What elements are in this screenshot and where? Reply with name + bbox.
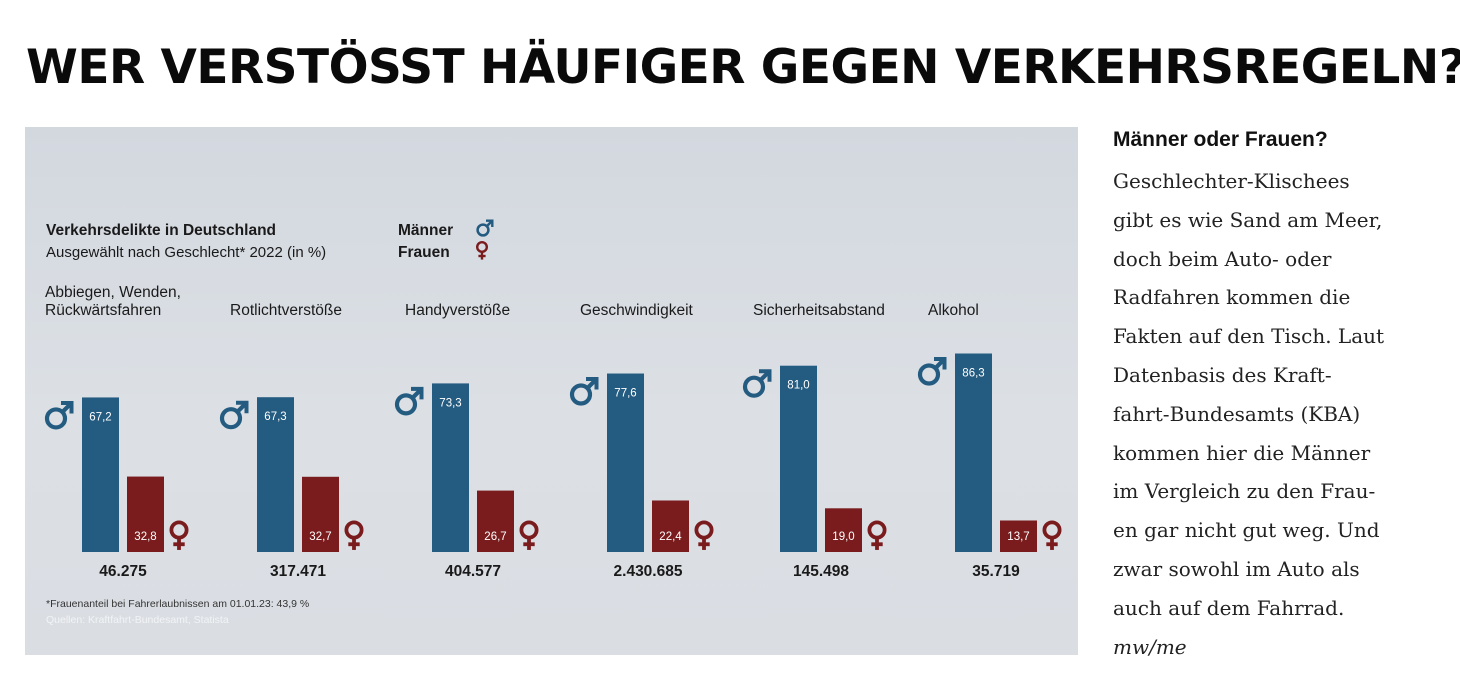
chart-panel: Verkehrsdelikte in Deutschland Ausgewähl…	[25, 127, 1078, 655]
female-symbol-icon	[475, 240, 489, 260]
category-group: Sicherheitsabstand 81,0 19,0 145.498	[742, 302, 887, 580]
women-marker	[169, 520, 189, 550]
traffic-offenses-chart: Verkehrsdelikte in Deutschland Ausgewähl…	[44, 219, 1062, 626]
category-label: Alkohol	[928, 302, 979, 319]
category-total: 35.719	[972, 563, 1020, 580]
bar-women	[825, 508, 862, 552]
legend-female-symbol-icon	[475, 240, 489, 260]
male-symbol-icon	[476, 219, 494, 237]
category-total: 404.577	[445, 563, 501, 580]
men-marker	[394, 386, 424, 416]
male-symbol-icon	[917, 357, 947, 386]
data-label-women: 32,7	[309, 531, 331, 543]
chart-subtitle: Ausgewählt nach Geschlecht* 2022 (in %)	[46, 244, 326, 261]
bar-men	[82, 397, 119, 552]
women-marker	[1042, 520, 1062, 550]
male-symbol-icon	[394, 386, 424, 416]
bar-women	[652, 500, 689, 552]
category-group: Handyverstöße 73,3 26,7 404.577	[394, 302, 539, 580]
women-marker	[344, 520, 364, 550]
data-label-men: 73,3	[439, 397, 461, 409]
data-label-women: 32,8	[134, 531, 156, 543]
bar-men	[607, 373, 644, 552]
bar-men	[955, 353, 992, 552]
category-label: Rotlichtverstöße	[230, 302, 342, 319]
category-group: Rotlichtverstöße 67,3 32,7 317.471	[219, 302, 364, 580]
chart-source: Quellen: Kraftfahrt-Bundesamt, Statista	[46, 614, 229, 626]
category-label: Sicherheitsabstand	[753, 302, 885, 319]
data-label-women: 19,0	[832, 531, 854, 543]
category-group: Alkohol 86,3 13,7 35.719	[917, 302, 1062, 580]
women-marker	[519, 520, 539, 550]
data-label-men: 86,3	[962, 368, 984, 380]
female-symbol-icon	[867, 520, 887, 550]
legend-label-women: Frauen	[398, 244, 450, 261]
legend-label-men: Männer	[398, 222, 453, 239]
sidebar-signature: mw/me	[1113, 634, 1187, 659]
female-symbol-icon	[344, 520, 364, 550]
male-symbol-icon	[569, 377, 599, 406]
male-symbol-icon	[742, 369, 772, 398]
men-marker	[742, 369, 772, 398]
men-marker	[569, 377, 599, 406]
category-group: Geschwindigkeit 77,6 22,4 2.430.685	[569, 302, 714, 580]
female-symbol-icon	[169, 520, 189, 550]
male-symbol-icon	[44, 400, 74, 430]
men-marker	[917, 357, 947, 386]
bar-women	[127, 476, 164, 552]
women-marker	[867, 520, 887, 550]
men-marker	[44, 400, 74, 430]
female-symbol-icon	[1042, 520, 1062, 550]
bar-men	[432, 383, 469, 552]
data-label-men: 67,2	[89, 411, 111, 423]
page-headline: WER VERSTÖSST HÄUFIGER GEGEN VERKEHRSREG…	[26, 40, 1460, 95]
male-symbol-icon	[219, 400, 249, 430]
chart-footnote: *Frauenanteil bei Fahrerlaubnissen am 01…	[46, 598, 309, 610]
data-label-men: 77,6	[614, 388, 636, 400]
category-total: 145.498	[793, 563, 849, 580]
category-total: 317.471	[270, 563, 326, 580]
legend-male-symbol-icon	[476, 219, 494, 237]
chart-title: Verkehrsdelikte in Deutschland	[46, 222, 276, 239]
sidebar-body: Geschlechter-Klischees gibt es wie Sand …	[1113, 169, 1385, 620]
sidebar-article: Männer oder Frauen? Geschlechter-Klische…	[1113, 128, 1448, 666]
data-label-men: 67,3	[264, 411, 286, 423]
men-marker	[219, 400, 249, 430]
bar-women	[302, 476, 339, 552]
category-total: 2.430.685	[614, 563, 683, 580]
category-group: Abbiegen, Wenden,Rückwärtsfahren 67,2 32,8…	[44, 284, 189, 580]
women-marker	[694, 520, 714, 550]
bar-men	[257, 397, 294, 552]
category-total: 46.275	[99, 563, 147, 580]
category-label: Geschwindigkeit	[580, 302, 694, 319]
data-label-women: 26,7	[484, 531, 506, 543]
category-label: Abbiegen, Wenden,	[45, 284, 181, 301]
category-label: Rückwärtsfahren	[45, 302, 161, 319]
category-label: Handyverstöße	[405, 302, 510, 319]
data-label-women: 13,7	[1007, 531, 1029, 543]
female-symbol-icon	[519, 520, 539, 550]
data-label-women: 22,4	[659, 531, 682, 543]
bar-men	[780, 365, 817, 552]
female-symbol-icon	[694, 520, 714, 550]
data-label-men: 81,0	[787, 380, 809, 392]
bar-women	[477, 490, 514, 552]
bar-women	[1000, 520, 1037, 552]
sidebar-heading: Männer oder Frauen?	[1113, 128, 1328, 151]
